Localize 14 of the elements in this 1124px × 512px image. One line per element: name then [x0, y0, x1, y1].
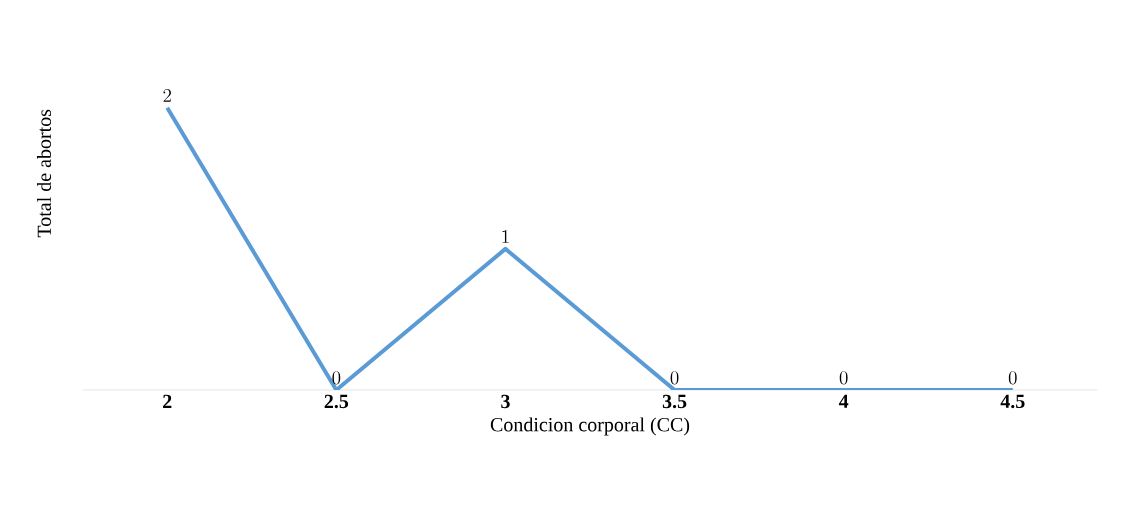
- x-tick-label: 4: [838, 394, 849, 408]
- data-label: 1: [502, 230, 509, 243]
- x-tick-label: 2.5: [324, 394, 349, 409]
- y-axis-title: Total de abortos: [36, 109, 52, 238]
- data-label: 0: [1008, 371, 1017, 385]
- x-tick-label: 2: [163, 394, 172, 408]
- x-tick-label: 3.5: [662, 394, 687, 409]
- x-axis-title: Condicion corporal (CC): [490, 417, 690, 436]
- data-label: 0: [670, 371, 679, 385]
- data-label: 0: [332, 371, 341, 385]
- x-tick-label: 4.5: [1000, 394, 1025, 409]
- data-label: 0: [839, 371, 848, 385]
- x-tick-label: 3: [501, 394, 510, 409]
- data-label: 2: [163, 88, 171, 102]
